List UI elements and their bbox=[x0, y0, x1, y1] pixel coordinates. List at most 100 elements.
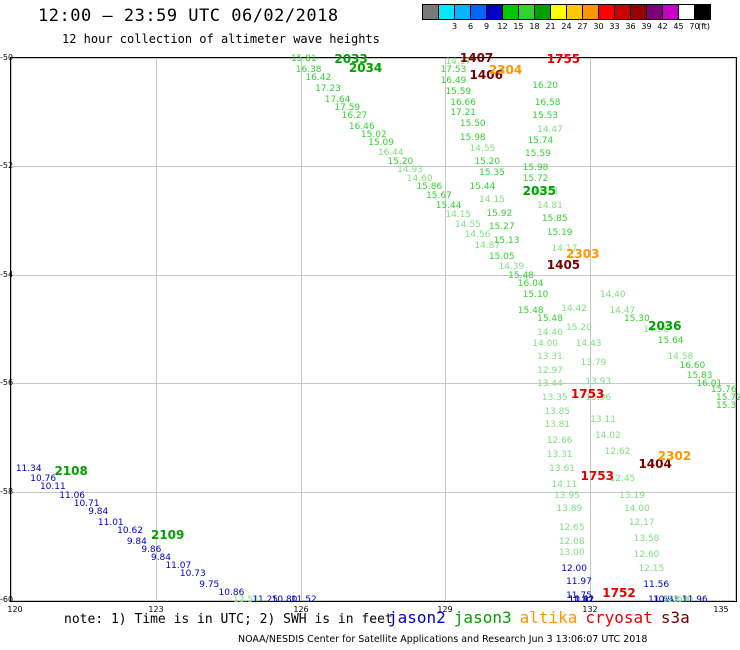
wave-height-value: 13.96 bbox=[585, 393, 612, 404]
wave-height-value: 11.81 bbox=[568, 595, 595, 605]
wave-height-value: 14.47 bbox=[609, 306, 636, 317]
wave-height-value: 14.43 bbox=[575, 338, 602, 349]
colorbar-bin bbox=[486, 4, 503, 20]
wave-height-value: 14.02 bbox=[595, 430, 621, 441]
wave-height-value: 14.40 bbox=[537, 328, 563, 338]
wave-height-value: 15.44 bbox=[469, 181, 496, 192]
wave-height-value: 14.17 bbox=[551, 243, 578, 254]
wave-height-value: 15.72 bbox=[522, 173, 549, 184]
wave-height-colorbar bbox=[422, 4, 711, 20]
wave-height-value: 15.83 bbox=[686, 371, 713, 382]
longitude-gridline bbox=[590, 58, 591, 600]
wave-height-value: 15.09 bbox=[368, 138, 394, 149]
longitude-gridline bbox=[156, 58, 157, 600]
pass-label: 2035 bbox=[522, 183, 557, 198]
legend-item-altika: altika bbox=[519, 608, 578, 627]
colorbar-label: 12 bbox=[497, 22, 508, 31]
wave-height-value: 15.92 bbox=[486, 208, 513, 219]
wave-height-value: 15.48 bbox=[517, 306, 544, 317]
longitude-tick-label: 123 bbox=[148, 605, 164, 614]
wave-height-value: 16.01 bbox=[696, 379, 723, 390]
wave-height-value: 10.91 bbox=[652, 595, 679, 605]
wave-height-value: 12.69 bbox=[662, 595, 689, 605]
wave-height-value: 12.15 bbox=[638, 563, 665, 574]
pass-label: 2036 bbox=[648, 318, 682, 333]
latitude-tick-label: -58 bbox=[0, 487, 14, 496]
wave-height-value: 13.44 bbox=[537, 379, 563, 390]
wave-height-value: 15.48 bbox=[508, 271, 534, 282]
wave-height-value: 16.42 bbox=[305, 73, 332, 84]
wave-height-value: 13.79 bbox=[580, 357, 607, 368]
wave-height-value: 12.17 bbox=[628, 517, 655, 528]
wave-height-value: 9.75 bbox=[199, 580, 220, 591]
wave-height-value: 15.30 bbox=[623, 314, 650, 325]
wave-height-value: 12.30 bbox=[667, 595, 694, 605]
colorbar-label: 39 bbox=[641, 22, 652, 31]
wave-height-value: 15.05 bbox=[488, 252, 515, 263]
colorbar-bin bbox=[694, 4, 711, 20]
wave-height-value: 13.58 bbox=[633, 533, 660, 544]
wave-height-value: 15.64 bbox=[657, 336, 684, 347]
wave-height-value: 15.86 bbox=[416, 181, 443, 192]
pass-label: 2034 bbox=[348, 61, 383, 76]
pass-label: 1407 bbox=[459, 50, 494, 65]
wave-height-value: 9.86 bbox=[141, 544, 162, 555]
legend-item-jason3: jason3 bbox=[453, 608, 512, 627]
wave-height-value: 11.25 bbox=[252, 595, 279, 605]
wave-height-value: 13.35 bbox=[541, 393, 568, 404]
wave-height-value: 9.84 bbox=[126, 536, 147, 547]
wave-height-value: 11.07 bbox=[165, 561, 192, 572]
colorbar-bin bbox=[534, 4, 551, 20]
wave-height-value: 12.97 bbox=[537, 365, 563, 376]
colorbar-bin bbox=[518, 4, 535, 20]
wave-height-value: 15.74 bbox=[527, 135, 554, 146]
wave-height-value: 16.20 bbox=[532, 81, 559, 92]
colorbar-bin bbox=[566, 4, 583, 20]
colorbar-label: 45 bbox=[673, 22, 684, 31]
pass-label: 2303 bbox=[566, 247, 600, 262]
wave-height-value: 9.84 bbox=[150, 552, 172, 563]
wave-height-value: 9.84 bbox=[88, 506, 109, 517]
longitude-tick-label: 126 bbox=[293, 605, 309, 614]
wave-height-value: 16.60 bbox=[679, 360, 706, 371]
pass-label: 2109 bbox=[150, 528, 185, 543]
wave-height-value: 13.31 bbox=[537, 352, 563, 363]
colorbar-label: 30 bbox=[593, 22, 604, 31]
colorbar-bin bbox=[614, 4, 631, 20]
pass-label: 1755 bbox=[546, 52, 581, 66]
longitude-gridline bbox=[445, 58, 446, 600]
latitude-gridline bbox=[11, 166, 735, 167]
longitude-tick-label: 120 bbox=[7, 605, 23, 614]
wave-height-value: 10.86 bbox=[218, 588, 245, 599]
wave-height-value: 15.48 bbox=[537, 314, 563, 325]
wave-height-value: 14.55 bbox=[469, 143, 496, 154]
legend-item-jason2: jason2 bbox=[388, 608, 446, 627]
wave-height-value: 10.73 bbox=[179, 569, 206, 580]
wave-height-value: 11.56 bbox=[643, 580, 670, 591]
wave-height-value: 17.21 bbox=[450, 108, 476, 119]
wave-height-value: 14.00 bbox=[623, 504, 650, 515]
wave-height-value: 14.15 bbox=[479, 195, 505, 206]
credit-line: NOAA/NESDIS Center for Satellite Applica… bbox=[238, 634, 648, 645]
map-frame bbox=[10, 57, 737, 602]
colorbar-label: 15 bbox=[513, 22, 524, 31]
wave-height-value: 15.72 bbox=[716, 393, 740, 404]
colorbar-bin bbox=[582, 4, 599, 20]
pass-label: 1404 bbox=[638, 457, 672, 472]
colorbar-bin bbox=[422, 4, 439, 20]
legend-item-cryosat: cryosat bbox=[585, 608, 653, 627]
longitude-tick-label: 135 bbox=[713, 605, 729, 614]
wave-height-value: 14.81 bbox=[537, 200, 563, 211]
wave-height-value: 14.40 bbox=[599, 290, 626, 301]
wave-height-value: 17.23 bbox=[315, 84, 341, 95]
pass-label: 1405 bbox=[546, 257, 581, 272]
map-subtitle: 12 hour collection of altimeter wave hei… bbox=[62, 32, 380, 46]
wave-height-value: 12.62 bbox=[604, 447, 631, 458]
map-title: 12:00 — 23:59 UTC 06/02/2018 bbox=[38, 6, 339, 26]
wave-height-value: 10.11 bbox=[39, 482, 66, 493]
colorbar-label: 42 bbox=[657, 22, 668, 31]
colorbar-bin bbox=[630, 4, 647, 20]
wave-height-value: 12.54 bbox=[233, 594, 259, 605]
wave-height-value: 14.58 bbox=[667, 352, 694, 363]
colorbar-bin bbox=[678, 4, 695, 20]
